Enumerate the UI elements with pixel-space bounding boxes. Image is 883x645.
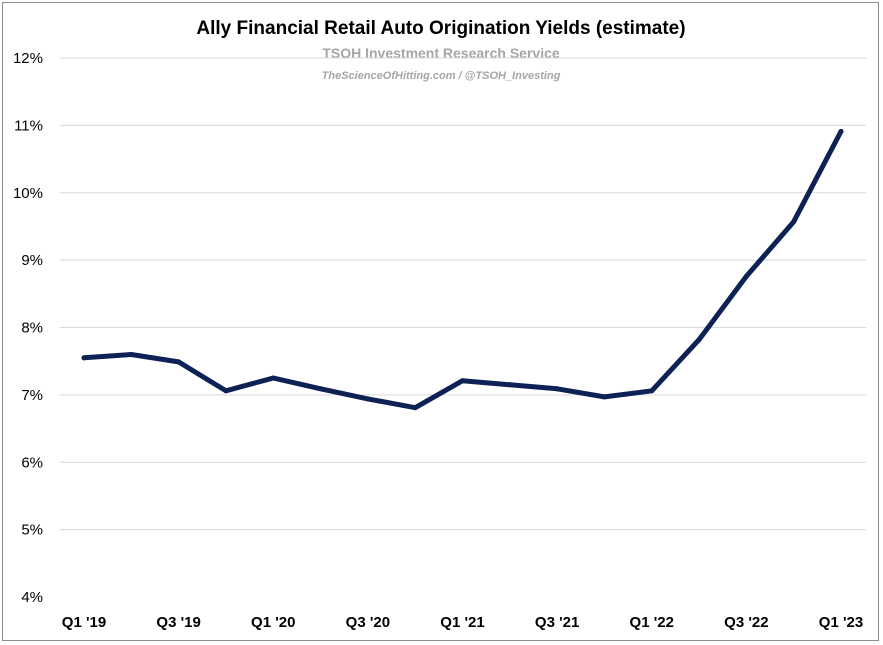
data-point [649, 388, 655, 394]
y-tick-label: 6% [21, 454, 43, 471]
y-axis-ticks: 4% 5% 6% 7% 8% 9% 10% 11% 12% [13, 50, 43, 606]
data-point [318, 386, 324, 392]
x-tick-label: Q3 '19 [156, 614, 200, 631]
data-point [460, 378, 465, 384]
x-tick-label: Q3 '21 [535, 614, 579, 631]
x-tick-label: Q3 '22 [724, 614, 768, 631]
data-point [554, 386, 560, 392]
x-tick-label: Q1 '23 [819, 614, 863, 631]
x-tick-label: Q1 '21 [440, 614, 484, 631]
y-tick-label: 5% [21, 522, 43, 539]
y-tick-label: 9% [21, 252, 43, 269]
y-tick-label: 4% [21, 589, 43, 606]
data-point [791, 219, 797, 225]
data-point [507, 382, 513, 388]
chart-source-line: TheScienceOfHitting.com / @TSOH_Investin… [322, 70, 561, 82]
data-point [696, 337, 702, 343]
chart-title: Ally Financial Retail Auto Origination Y… [196, 18, 685, 39]
chart-subtitle: TSOH Investment Research Service [322, 45, 560, 61]
data-point [128, 351, 134, 357]
x-axis-ticks: Q1 '19 Q3 '19 Q1 '20 Q3 '20 Q1 '21 Q3 '21 Q1 '… [62, 614, 863, 631]
x-tick-label: Q3 '20 [346, 614, 390, 631]
x-tick-label: Q1 '22 [630, 614, 674, 631]
data-point [365, 396, 371, 402]
y-tick-label: 10% [13, 185, 43, 202]
series-layer [81, 128, 844, 411]
series-line [81, 128, 844, 411]
data-point [81, 355, 87, 361]
data-point [601, 394, 607, 400]
y-tick-label: 8% [21, 320, 43, 337]
data-point [838, 128, 844, 134]
x-tick-label: Q1 '20 [251, 614, 295, 631]
x-tick-label: Q1 '19 [62, 614, 106, 631]
gridlines [60, 57, 866, 531]
data-point [223, 388, 229, 394]
y-tick-label: 12% [13, 50, 43, 67]
data-point [270, 375, 276, 381]
data-point [176, 359, 182, 365]
y-tick-label: 11% [14, 117, 43, 134]
data-point [743, 273, 749, 279]
y-tick-label: 7% [21, 387, 43, 404]
data-point [412, 405, 418, 411]
